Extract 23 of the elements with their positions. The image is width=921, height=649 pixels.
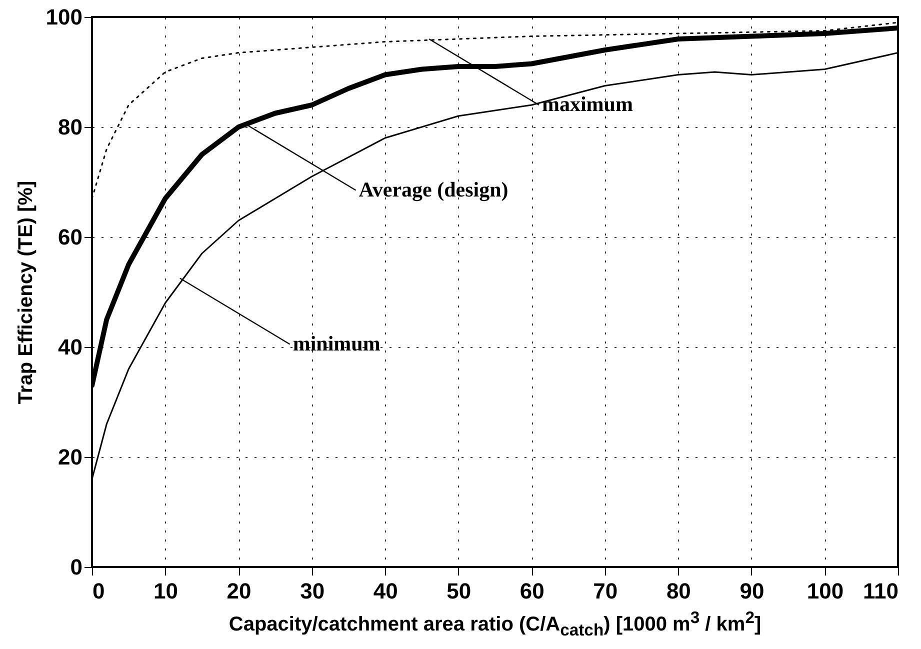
x-tick-label: 30 bbox=[300, 578, 325, 604]
x-axis-title: Capacity/catchment area ratio (C/A$_{catch}$) [1000 m$^{3}$ / km$^{2}$] bbox=[228, 608, 762, 641]
x-tick-label: 20 bbox=[226, 578, 252, 604]
x-tick-label: 40 bbox=[373, 578, 398, 604]
y-tick-label: 40 bbox=[58, 334, 82, 360]
y-tick-label: 20 bbox=[58, 444, 82, 470]
x-tick-label: 70 bbox=[593, 578, 618, 604]
y-tick-label: 60 bbox=[58, 224, 82, 250]
x-tick-label: 80 bbox=[666, 578, 691, 604]
x-tick-label: 50 bbox=[446, 578, 472, 604]
y-tick-label: 80 bbox=[58, 114, 82, 140]
x-tick-label: 90 bbox=[740, 578, 764, 604]
y-tick-label: 100 bbox=[46, 4, 82, 30]
annotation: Average (design) bbox=[358, 177, 508, 202]
annotation: maximum bbox=[542, 92, 634, 116]
x-tick-label: 110 bbox=[863, 578, 898, 604]
y-axis-title: Trap Efficiency (TE) [%] bbox=[14, 180, 37, 404]
annotation: minimum bbox=[292, 331, 381, 356]
x-tick-label: 10 bbox=[154, 578, 178, 604]
x-tick-label: 0 bbox=[92, 578, 105, 604]
x-tick-label: 100 bbox=[806, 578, 844, 604]
y-tick-label: 0 bbox=[70, 554, 82, 580]
x-tick-label: 60 bbox=[520, 578, 544, 604]
